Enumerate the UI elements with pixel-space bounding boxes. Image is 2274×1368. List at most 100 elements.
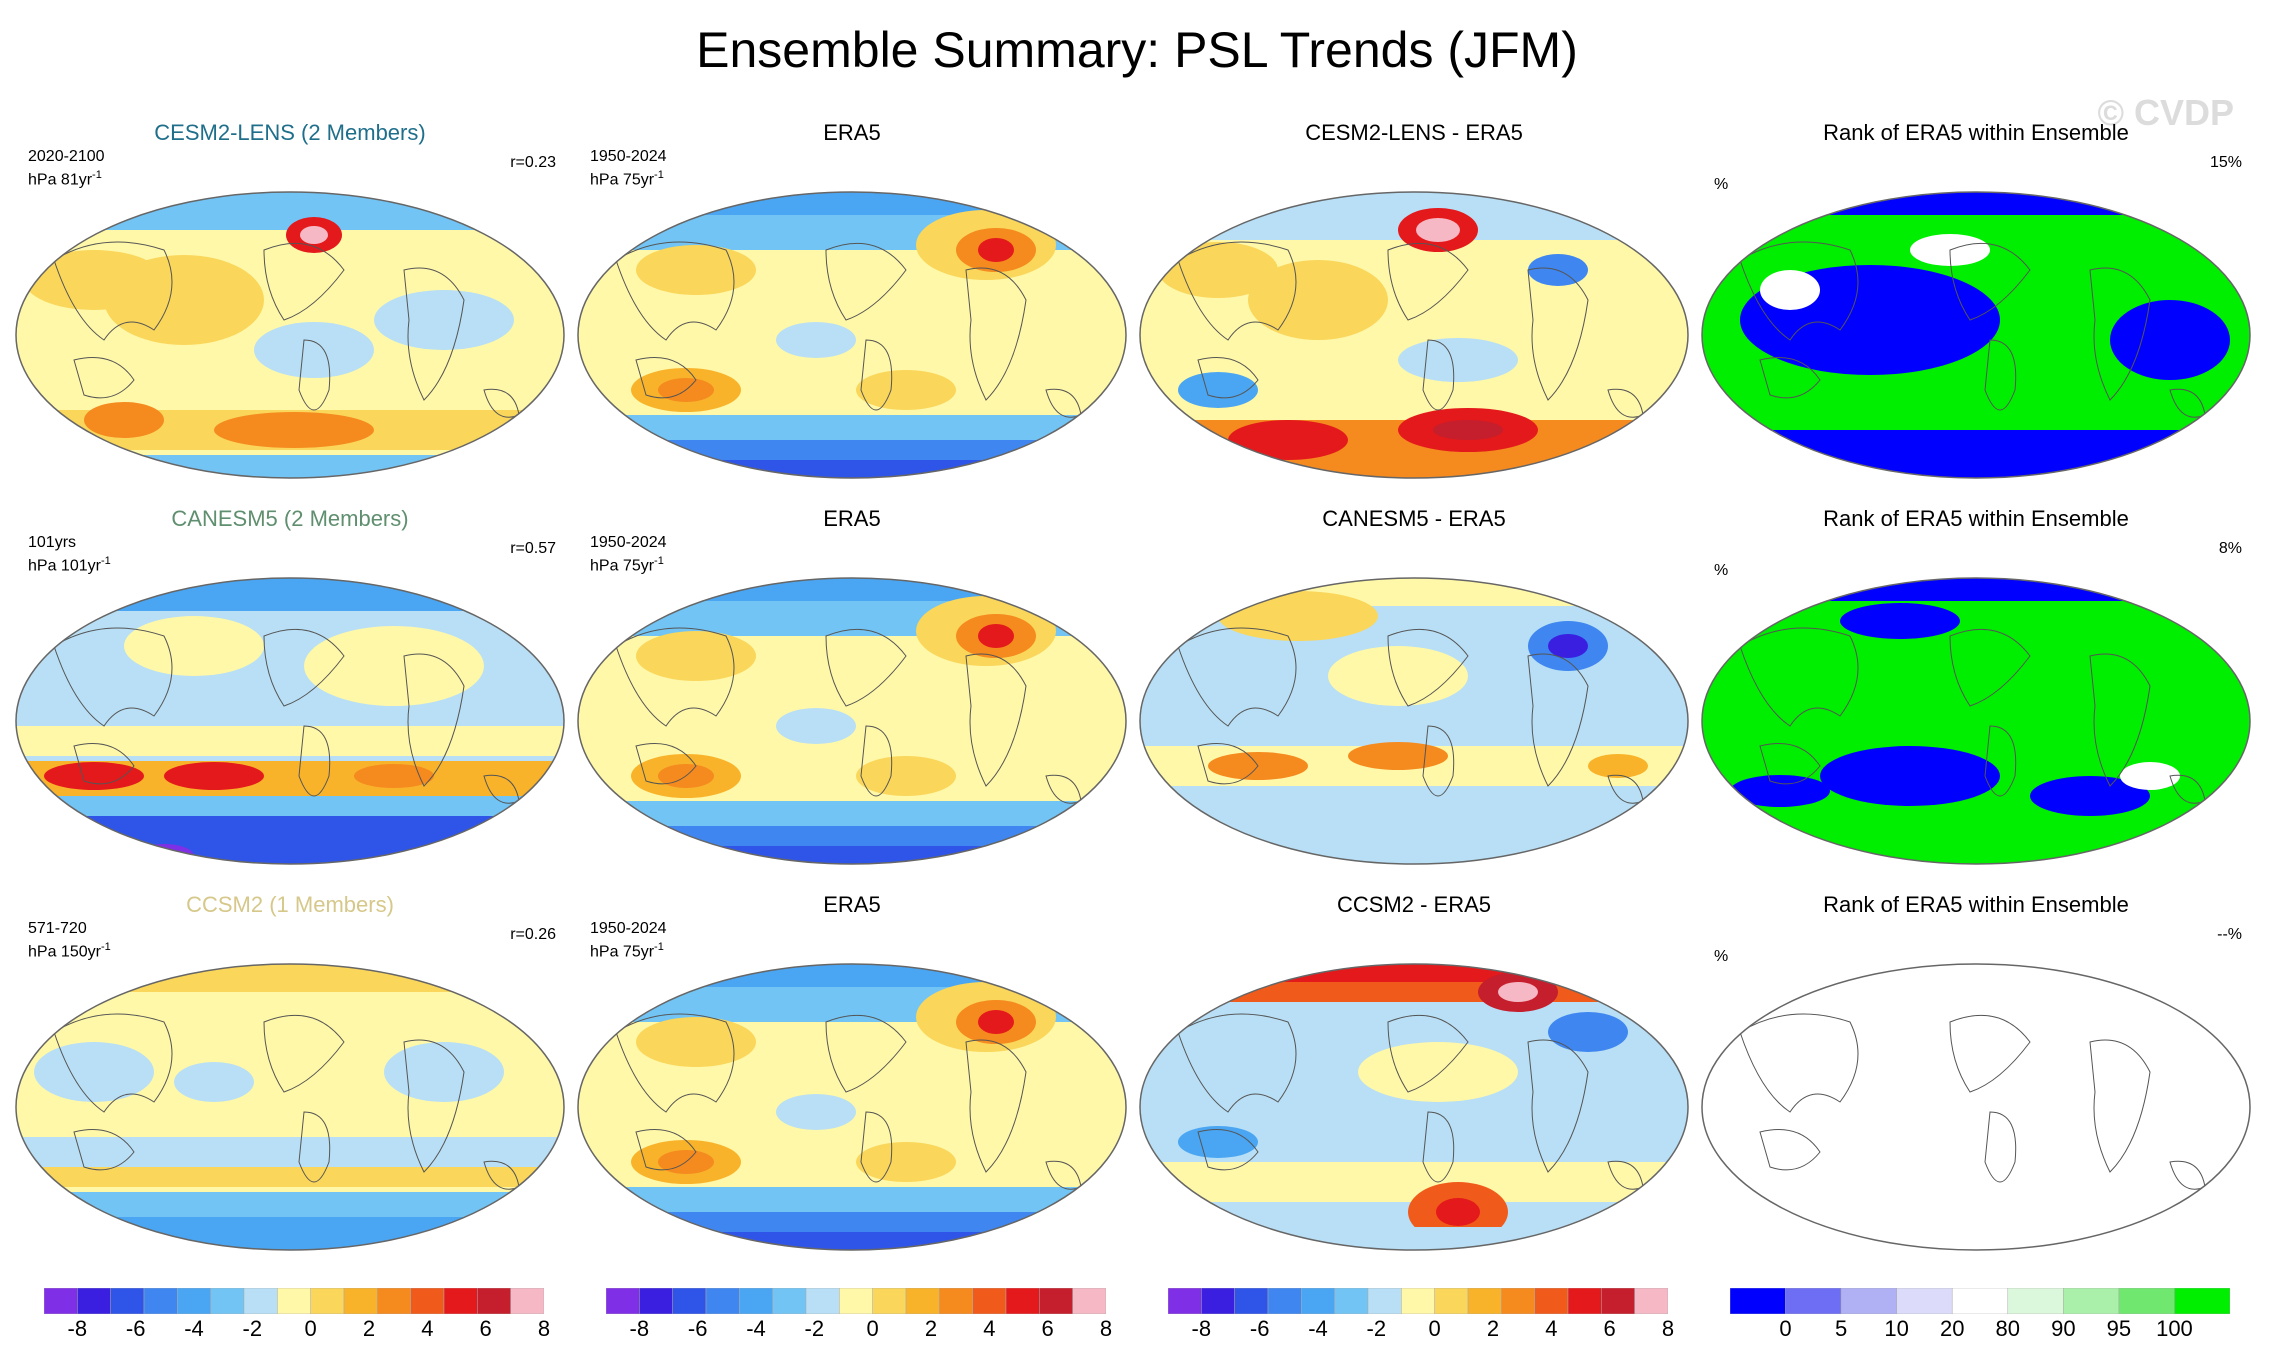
asia-high: [636, 631, 756, 681]
colorbar-1: -8 -6 -4 -2 0 2 4 6 8: [44, 1288, 550, 1368]
antarctic-band: [1140, 1227, 1688, 1250]
colorbar-swatch: [2174, 1288, 2230, 1314]
arctic-band-2: [578, 964, 1126, 987]
period-label: 2020-2100: [28, 148, 105, 165]
world-map: [1701, 963, 2251, 1251]
south-pacific-low: [254, 322, 374, 378]
atlantic-high-peak: [978, 238, 1014, 262]
colorbar-swatch: [1434, 1288, 1469, 1314]
colorbar-tick-label: 6: [479, 1316, 492, 1341]
antarctic-band: [16, 816, 564, 864]
colorbar-swatch: [739, 1288, 773, 1314]
units-label: hPa 81yr-1: [28, 169, 102, 189]
obs-panel-row-1: ERA5 1950-2024 hPa 75yr-1: [572, 120, 1132, 500]
colorbar-swatch: [210, 1288, 245, 1314]
world-map: [15, 191, 565, 479]
field-contours: [16, 192, 564, 478]
world-map: [577, 963, 1127, 1251]
obs-panel-title: ERA5: [823, 120, 881, 145]
arctic-low-rank: [1702, 578, 2250, 601]
obs-panel-title: ERA5: [823, 892, 881, 917]
rank-percent-unit: %: [1714, 562, 1729, 579]
colorbar-3: -8 -6 -4 -2 0 2 4 6 8: [1168, 1288, 1674, 1368]
arctic-band: [16, 578, 564, 611]
colorbar-swatch: [1601, 1288, 1635, 1314]
world-map: [15, 963, 565, 1251]
colorbar-swatch: [606, 1288, 640, 1314]
colorbar-swatch: [1634, 1288, 1668, 1314]
colorbar-swatch: [343, 1288, 378, 1314]
model-panel-row-2: CANESM5 (2 Members) 101yrs hPa 101yr-1 r=0.…: [10, 506, 570, 886]
model-panel-title: CCSM2 (1 Members): [186, 892, 394, 917]
colorbar-swatch: [1367, 1288, 1402, 1314]
southern-low-rank: [1702, 430, 2250, 478]
coastlines: [1739, 627, 2206, 804]
colorbar-tick-label: 5: [1834, 1316, 1848, 1341]
arctic-band: [1140, 578, 1688, 606]
period-label: 1950-2024: [590, 920, 667, 937]
pattern-correlation: r=0.26: [510, 926, 556, 943]
pacific-low: [776, 1094, 856, 1130]
colorbar-tick-label: 4: [1545, 1316, 1558, 1341]
rank-panel-row-1: Rank of ERA5 within Ensemble 15%%: [1696, 120, 2256, 500]
rank-percent-unit: %: [1714, 948, 1729, 965]
colorbar-swatch: [1039, 1288, 1073, 1314]
west-low: [34, 1042, 154, 1102]
map-border: [577, 963, 1127, 1251]
arctic-band-2: [578, 192, 1126, 215]
pattern-correlation: r=0.57: [510, 540, 556, 557]
colorbar-swatch: [639, 1288, 673, 1314]
indian-low: [1178, 1126, 1258, 1158]
colorbar-swatch: [2063, 1288, 2120, 1314]
units-label: hPa 75yr-1: [590, 169, 664, 189]
obs-panel-row-3: ERA5 1950-2024 hPa 75yr-1: [572, 892, 1132, 1272]
colorbar-swatch: [1168, 1288, 1202, 1314]
map-border: [577, 577, 1127, 865]
south-high-1: [84, 402, 164, 438]
map-border: [1139, 577, 1689, 865]
coastlines: [1739, 241, 2206, 418]
colorbar-swatches: [606, 1288, 1106, 1314]
asia-high: [636, 245, 756, 295]
cvdp-watermark: © CVDP: [2097, 92, 2234, 133]
colorbar-swatch: [905, 1288, 940, 1314]
model-panel-row-1: CESM2-LENS (2 Members) 2020-2100 hPa 81yr-…: [10, 120, 570, 500]
south-low-3: [1730, 775, 1830, 807]
southern-ocean-band-3: [578, 846, 1126, 864]
world-map: [1139, 963, 1689, 1251]
colorbar-tick-label: -6: [687, 1316, 708, 1341]
south-low-1: [1820, 746, 2000, 806]
colorbar-tick-label: -4: [1308, 1316, 1328, 1341]
south-indian-low: [1178, 372, 1258, 408]
colorbar-swatch: [77, 1288, 111, 1314]
south-low-2: [2030, 776, 2150, 816]
atlantic-high-peak: [978, 624, 1014, 648]
coastlines: [615, 627, 1082, 804]
units-label: hPa 101yr-1: [28, 555, 111, 575]
arctic-band-2: [578, 578, 1126, 601]
units-label: hPa 150yr-1: [28, 941, 111, 961]
pacific-patch: [124, 616, 264, 676]
colorbar-swatch: [1301, 1288, 1335, 1314]
southern-band: [16, 1167, 564, 1187]
colorbar-swatch: [1785, 1288, 1842, 1314]
colorbar-2: -8 -6 -4 -2 0 2 4 6 8: [606, 1288, 1112, 1368]
midlat-band: [16, 726, 564, 756]
asia-high: [1158, 242, 1278, 298]
siberia-high: [1218, 591, 1378, 641]
south-high-peak: [1433, 420, 1503, 440]
arctic-band-2: [1140, 964, 1688, 982]
model-panel-row-3: CCSM2 (1 Members) 571-720 hPa 150yr-1 r=0.2…: [10, 892, 570, 1272]
map-border: [1139, 191, 1689, 479]
colorbar-tick-label: 6: [1603, 1316, 1616, 1341]
atlantic-patch: [1358, 1042, 1518, 1102]
world-map: [1139, 191, 1689, 479]
colorbar-swatches: [1168, 1288, 1668, 1314]
arctic-band: [16, 964, 564, 992]
colorbar-swatch: [143, 1288, 178, 1314]
colorbar-swatch: [1005, 1288, 1040, 1314]
period-label: 1950-2024: [590, 534, 667, 551]
map-border: [15, 191, 565, 479]
colorbar-tick-label: 90: [2051, 1316, 2076, 1341]
colorbar-tick-label: -8: [67, 1316, 88, 1341]
